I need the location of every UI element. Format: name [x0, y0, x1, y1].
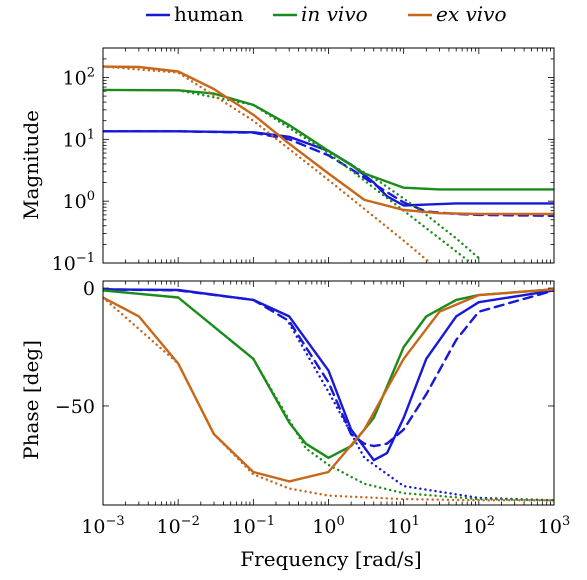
y-tick-label: 10−1 [52, 251, 95, 275]
phase-axes-frame [102, 280, 555, 506]
y-tick-label: 102 [63, 66, 95, 90]
series-layer [103, 65, 554, 263]
legend: human in vivo ex vivo [146, 2, 507, 26]
magnitude-axis-label: Magnitude [19, 110, 43, 220]
x-tick-label: 102 [463, 514, 495, 538]
phase-series-human-dotted [288, 322, 554, 502]
x-axis-label: Frequency [rad/s] [240, 547, 421, 571]
x-tick-label: 10−1 [232, 514, 275, 538]
x-tick-label: 101 [387, 514, 419, 538]
series-layer [103, 288, 554, 502]
magnitude-series-in-vivo-solid [103, 88, 554, 191]
phase-series-in-vivo-dotted [177, 296, 554, 502]
y-tick-label: 101 [63, 127, 95, 151]
magnitude-series-in-vivo-dotted [177, 89, 474, 263]
legend-label-human: human [174, 2, 244, 26]
magnitude-axes-frame [102, 47, 555, 264]
y-tick-label: −50 [55, 396, 95, 418]
x-tick-label: 100 [312, 514, 344, 538]
x-tick-label: 10−2 [156, 514, 199, 538]
legend-label-ex-vivo: ex vivo [436, 2, 507, 26]
phase-series-ex-vivo-dotted [103, 296, 554, 502]
phase-series-human-dashed [103, 288, 554, 448]
magnitude-series-human-solid [103, 130, 554, 207]
phase-series-human-solid [103, 288, 554, 462]
phase-panel: Phase [deg] 0 −50 10−3 10−2 10−1 100 101 102 103 [19, 278, 570, 538]
magnitude-series-ex-vivo-solid [103, 65, 554, 216]
y-tick-label: 100 [63, 189, 95, 213]
x-tick-label: 103 [538, 514, 570, 538]
x-tick-label: 10−3 [81, 514, 124, 538]
phase-series-ex-vivo-solid [103, 288, 554, 483]
phase-axis-label: Phase [deg] [19, 340, 43, 460]
y-tick-label: 0 [83, 278, 95, 300]
magnitude-series-ex-vivo-dotted [103, 65, 433, 263]
legend-label-in-vivo: in vivo [301, 2, 368, 26]
magnitude-panel: Magnitude 10−1 100 101 102 [19, 47, 555, 275]
